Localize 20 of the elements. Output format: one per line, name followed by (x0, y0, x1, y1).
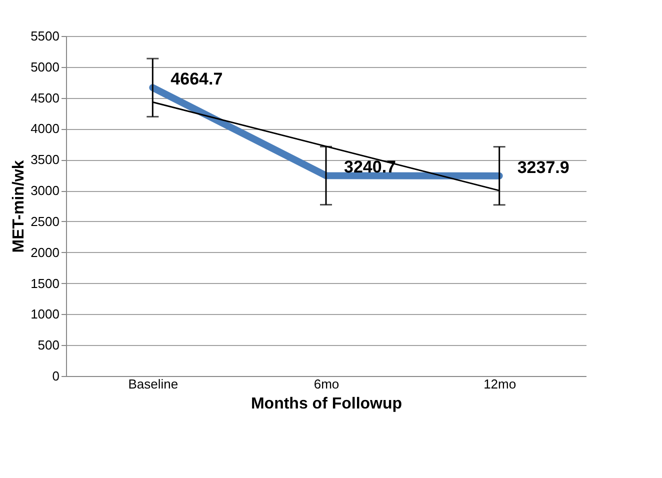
x-tick-label: 12mo (484, 376, 516, 392)
y-tick-label: 0 (52, 368, 60, 384)
data-label: 4664.7 (170, 70, 223, 89)
x-axis-title: Months of Followup (250, 396, 402, 412)
y-tick-label: 4000 (30, 121, 60, 136)
y-tick-label: 3000 (30, 183, 60, 198)
y-tick-label: 5500 (30, 28, 60, 44)
y-tick-label: 1000 (30, 306, 60, 322)
data-label: 3240.7 (344, 158, 396, 177)
y-tick-label: 500 (38, 338, 60, 353)
y-tick-label: 2500 (30, 214, 60, 229)
y-axis-title: MET-min/wk (10, 160, 28, 253)
y-tick-label: 4500 (30, 90, 60, 106)
y-tick-label: 3500 (30, 152, 60, 168)
y-tick-label: 1500 (30, 276, 60, 291)
x-tick-label: Baseline (128, 376, 178, 392)
y-tick-label: 2000 (30, 244, 60, 260)
x-tick-label: 6mo (314, 376, 340, 392)
data-label: 3237.9 (517, 158, 570, 177)
y-tick-label: 5000 (30, 59, 60, 74)
